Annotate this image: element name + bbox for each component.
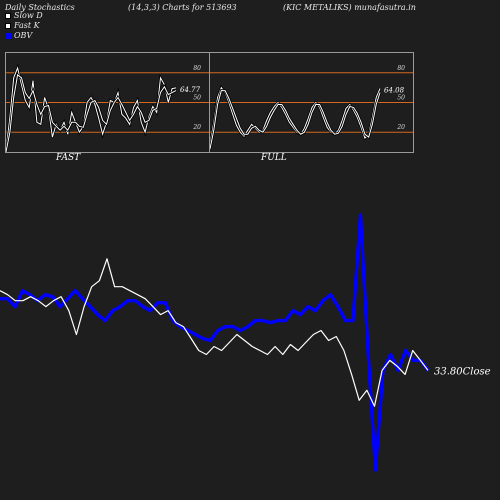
full-tick-label-20: 20: [396, 124, 405, 131]
fast-series-1-line: [6, 73, 177, 152]
legend: Slow D Fast K OBV: [5, 11, 43, 41]
fast-chart: 20 50 80 64.77: [6, 63, 209, 152]
full-panel: 20 50 80 64.08: [209, 52, 414, 153]
full-panel-label: FULL: [261, 153, 287, 163]
legend-item-fast-k: Fast K: [5, 21, 43, 31]
obv-line: [0, 213, 430, 472]
full-series-1-line: [210, 90, 381, 150]
full-tick-label-50: 50: [397, 95, 405, 102]
legend-label-fast-k: Fast K: [14, 21, 40, 30]
fast-panel: 20 50 80 64.77: [5, 52, 210, 153]
fast-tick-label-20: 20: [192, 124, 201, 131]
legend-item-obv: OBV: [5, 31, 43, 41]
legend-swatch-slow-d: [5, 13, 11, 19]
obv-close-label: 33.80Close: [434, 366, 491, 377]
full-tick-label-80: 80: [397, 65, 405, 72]
legend-swatch-fast-k: [5, 23, 11, 29]
full-chart: 20 50 80 64.08: [210, 65, 413, 150]
legend-label-obv: OBV: [14, 31, 33, 40]
chart-title: Daily Stochastics: [5, 3, 75, 12]
close-line: [0, 258, 429, 407]
full-value-label: 64.08: [384, 87, 405, 95]
legend-item-slow-d: Slow D: [5, 11, 43, 21]
chart-params: (14,3,3) Charts for 513693: [128, 3, 237, 12]
fast-tick-label-50: 50: [193, 95, 201, 102]
fast-panel-label: FAST: [56, 153, 81, 163]
chart-company: (KIC METALIKS) munafasutra.in: [283, 3, 416, 12]
fast-value-label: 64.77: [180, 86, 201, 94]
legend-label-slow-d: Slow D: [14, 11, 43, 20]
legend-swatch-obv: [5, 33, 11, 39]
fast-tick-label-80: 80: [193, 65, 201, 72]
